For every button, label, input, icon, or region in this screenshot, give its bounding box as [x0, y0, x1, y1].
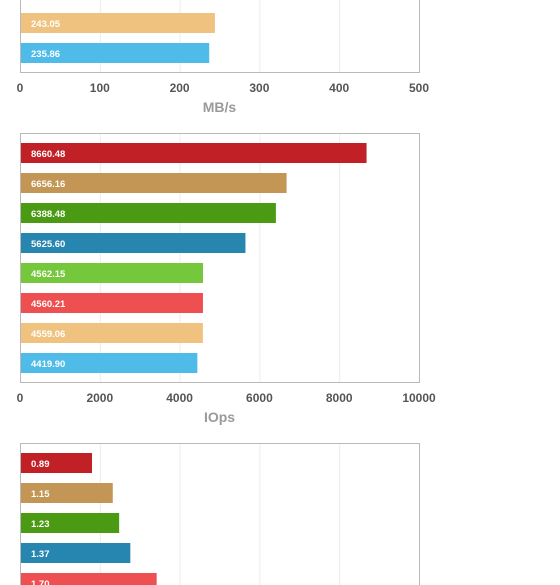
bar — [21, 453, 93, 473]
bar — [21, 513, 120, 533]
bar — [21, 323, 203, 343]
x-tick-label: 400 — [329, 81, 349, 95]
bar-value-label: 1.23 — [31, 519, 50, 530]
bar-value-label: 4562.15 — [31, 269, 66, 280]
bar-value-label: 1.37 — [31, 549, 50, 560]
bar — [21, 233, 246, 253]
bar-value-label: 5625.60 — [31, 239, 65, 250]
bar-value-label: 235.86 — [31, 49, 60, 60]
x-tick-label: 0 — [17, 391, 24, 405]
bar — [21, 263, 204, 283]
bar-value-label: 4419.90 — [31, 359, 65, 370]
bar — [21, 543, 131, 563]
bar — [21, 483, 113, 503]
chart-3: 0.89 1.15 1.23 1.37 1.70 — [20, 443, 420, 585]
x-tick-label: 10000 — [402, 391, 436, 405]
x-tick-label: 100 — [90, 81, 110, 95]
x-tick-label: 6000 — [246, 391, 273, 405]
bar — [21, 573, 157, 585]
chart-2: 8660.48 6656.16 6388.48 5625.60 4562.15 4560.… — [17, 133, 436, 425]
chart-1: 243.05 235.86 0 100 200 300 400 500 MB/s — [17, 0, 429, 115]
x-tick-label: 8000 — [326, 391, 353, 405]
bar — [21, 43, 210, 63]
x-tick-label: 2000 — [86, 391, 113, 405]
bar-value-label: 4560.21 — [31, 299, 66, 310]
bar-value-label: 8660.48 — [31, 149, 65, 160]
x-axis-title: IOps — [204, 409, 235, 425]
x-tick-label: 4000 — [166, 391, 193, 405]
bar-value-label: 243.05 — [31, 19, 61, 30]
bar-value-label: 4559.06 — [31, 329, 65, 340]
x-axis-title: MB/s — [203, 99, 237, 115]
x-tick-label: 300 — [249, 81, 269, 95]
x-tick-label: 0 — [17, 81, 24, 95]
bar-value-label: 1.15 — [31, 489, 50, 500]
bar — [21, 293, 203, 313]
bar — [21, 13, 215, 33]
bar — [21, 173, 287, 193]
x-tick-label: 200 — [170, 81, 190, 95]
x-tick-label: 500 — [409, 81, 429, 95]
bar-value-label: 0.89 — [31, 459, 50, 470]
bar-value-label: 6388.48 — [31, 209, 65, 220]
bar — [21, 353, 198, 373]
bar-value-label: 1.70 — [31, 579, 50, 585]
bar-value-label: 6656.16 — [31, 179, 65, 190]
bar — [21, 143, 367, 163]
bar — [21, 203, 276, 223]
plot-frame — [20, 133, 420, 383]
